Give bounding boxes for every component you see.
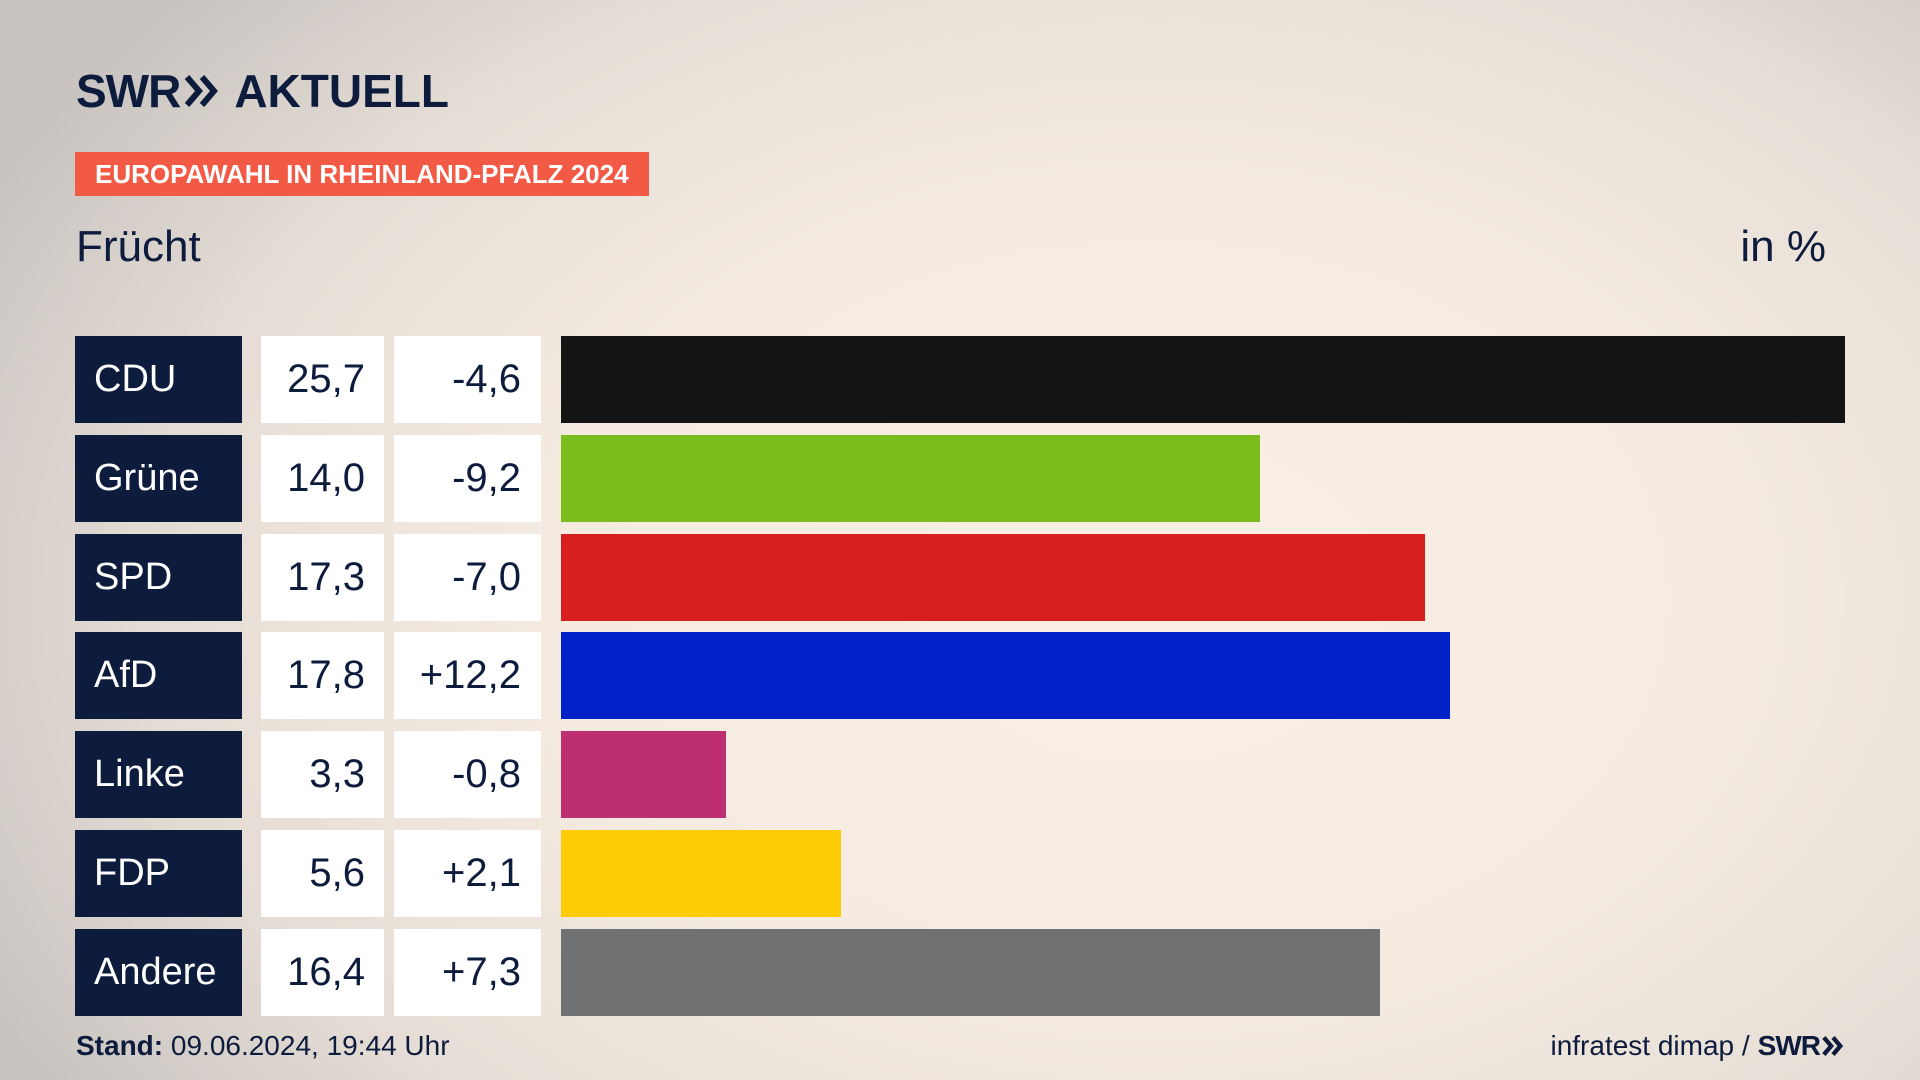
party-label: Andere bbox=[75, 928, 242, 1016]
swr-aktuell-logo: SWR AKTUELL bbox=[76, 65, 449, 117]
logo-swr-text: SWR bbox=[76, 65, 181, 117]
party-label: Linke bbox=[75, 731, 242, 819]
change-label: -9,2 bbox=[394, 434, 541, 522]
vote-share-label: 3,3 bbox=[261, 731, 384, 819]
unit-label: in % bbox=[1740, 222, 1826, 271]
party-label: SPD bbox=[75, 533, 242, 621]
bar-andere bbox=[561, 928, 1380, 1016]
result-row: Grüne 14,0 -9,2 bbox=[75, 434, 1845, 522]
logo-aktuell-text: AKTUELL bbox=[234, 65, 449, 117]
source-credit: infratest dimap / SWR bbox=[1550, 1030, 1844, 1062]
result-row: SPD 17,3 -7,0 bbox=[75, 533, 1845, 621]
double-chevron-icon bbox=[185, 75, 219, 107]
result-row: FDP 5,6 +2,1 bbox=[75, 830, 1845, 917]
bar-fdp bbox=[561, 830, 841, 917]
party-label: Grüne bbox=[75, 434, 242, 522]
result-row: Linke 3,3 -0,8 bbox=[75, 731, 1845, 819]
change-label: -7,0 bbox=[394, 533, 541, 621]
stand-value: 09.06.2024, 19:44 Uhr bbox=[170, 1030, 450, 1061]
chart-title: Frücht bbox=[76, 222, 201, 271]
source-brand: SWR bbox=[1757, 1030, 1821, 1061]
result-row: CDU 25,7 -4,6 bbox=[75, 336, 1845, 423]
bar-cdu bbox=[561, 336, 1845, 423]
party-label: CDU bbox=[75, 336, 242, 423]
change-label: +12,2 bbox=[394, 632, 541, 720]
source-text: infratest dimap / bbox=[1550, 1030, 1750, 1061]
change-label: +2,1 bbox=[394, 830, 541, 917]
change-label: -0,8 bbox=[394, 731, 541, 819]
vote-share-label: 25,7 bbox=[261, 336, 384, 423]
party-label: AfD bbox=[75, 632, 242, 720]
bar-afd bbox=[561, 632, 1450, 720]
stand-label: Stand: bbox=[76, 1030, 164, 1061]
bar-spd bbox=[561, 533, 1425, 621]
result-row: Andere 16,4 +7,3 bbox=[75, 928, 1845, 1016]
vote-share-label: 14,0 bbox=[261, 434, 384, 522]
bar-linke bbox=[561, 731, 726, 819]
double-chevron-icon bbox=[1822, 1036, 1844, 1056]
vote-share-label: 17,3 bbox=[261, 533, 384, 621]
bar-grüne bbox=[561, 434, 1260, 522]
election-banner: EUROPAWAHL IN RHEINLAND-PFALZ 2024 bbox=[75, 152, 649, 196]
change-label: -4,6 bbox=[394, 336, 541, 423]
vote-share-label: 17,8 bbox=[261, 632, 384, 720]
vote-share-label: 5,6 bbox=[261, 830, 384, 917]
party-label: FDP bbox=[75, 830, 242, 917]
change-label: +7,3 bbox=[394, 928, 541, 1016]
result-row: AfD 17,8 +12,2 bbox=[75, 632, 1845, 720]
timestamp: Stand: 09.06.2024, 19:44 Uhr bbox=[76, 1030, 450, 1062]
vote-share-label: 16,4 bbox=[261, 928, 384, 1016]
